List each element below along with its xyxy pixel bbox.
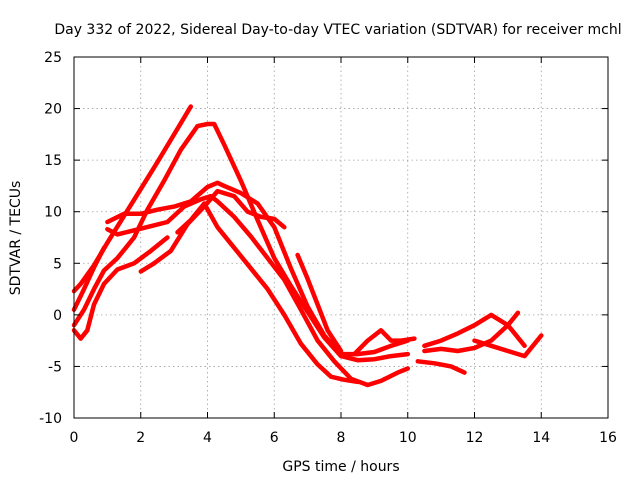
series-line-arc-m [415, 359, 467, 375]
x-tick-label: 2 [136, 430, 145, 446]
x-tick-label: 12 [466, 430, 484, 446]
x-tick-label: 8 [337, 430, 346, 446]
series-line-arc-d [71, 121, 411, 363]
grid [74, 57, 608, 418]
series-line-arc-g [138, 188, 287, 274]
y-tick-label: 10 [44, 205, 62, 221]
y-tick-label: 15 [44, 153, 62, 169]
series-line-arc-c [71, 235, 170, 341]
y-tick-label: 0 [53, 308, 62, 324]
y-tick-label: 5 [53, 256, 62, 272]
axis-ticks: 0 2 4 6 8 10 12 14 16 -10 -5 0 5 10 15 20 25 [39, 50, 617, 446]
y-tick-label: -5 [48, 359, 62, 375]
y-tick-label: 20 [44, 102, 62, 118]
data-series [71, 104, 544, 388]
y-axis-label: SDTVAR / TECUs [8, 181, 24, 296]
series-line-arc-b [71, 245, 107, 312]
series-line-arc-i [295, 252, 344, 354]
series-line-arc-n [472, 333, 544, 359]
series-line-arc-e [105, 193, 411, 388]
chart-title: Day 332 of 2022, Sidereal Day-to-day VTE… [54, 22, 621, 38]
y-tick-label: 25 [44, 50, 62, 66]
x-tick-label: 4 [203, 430, 212, 446]
series-line-arc-h [175, 201, 360, 385]
x-axis-label: GPS time / hours [282, 459, 399, 475]
y-tick-label: -10 [39, 411, 62, 427]
x-tick-label: 16 [599, 430, 617, 446]
x-tick-label: 6 [270, 430, 279, 446]
x-tick-label: 0 [70, 430, 79, 446]
series-line-arc-l [422, 310, 521, 354]
series-line-arc-f [105, 180, 411, 357]
x-tick-label: 10 [399, 430, 417, 446]
x-tick-label: 14 [532, 430, 550, 446]
series-line-arc-j [352, 328, 417, 357]
